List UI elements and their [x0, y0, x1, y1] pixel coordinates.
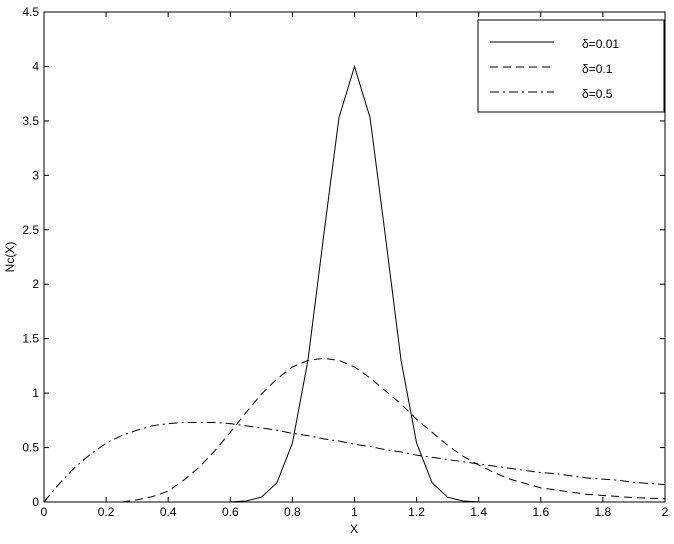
x-tick-label: 0.4 — [160, 505, 177, 519]
y-tick-label: 3 — [32, 168, 39, 182]
x-tick-label: 1.6 — [532, 505, 549, 519]
y-axis-label: Nc(X) — [3, 242, 17, 273]
x-tick-label: 0 — [41, 505, 48, 519]
x-axis-label: X — [350, 522, 358, 536]
x-tick-label: 0.6 — [222, 505, 239, 519]
line-series — [44, 357, 666, 503]
y-tick-label: 4 — [32, 59, 39, 73]
y-tick-label: 1.5 — [22, 332, 39, 346]
y-tick-label: 2 — [32, 277, 39, 291]
y-tick-label: 3.5 — [22, 114, 39, 128]
y-tick-label: 4.5 — [22, 5, 39, 19]
legend-label: δ=0.01 — [582, 37, 619, 51]
legend-box — [477, 19, 665, 113]
x-tick-label: 0.8 — [284, 505, 301, 519]
y-tick-label: 0 — [32, 495, 39, 509]
y-tick-label: 0.5 — [22, 441, 39, 455]
x-tick-label: 1.2 — [408, 505, 425, 519]
y-tick-label: 1 — [32, 386, 39, 400]
x-tick-label: 1 — [351, 505, 358, 519]
legend-label: δ=0.1 — [582, 62, 613, 76]
x-tick-label: 1.8 — [595, 505, 612, 519]
legend-label: δ=0.5 — [582, 87, 613, 101]
x-tick-label: 0.2 — [98, 505, 115, 519]
line-series — [44, 64, 665, 503]
x-tick-label: 1.4 — [470, 505, 487, 519]
x-tick-label: 2 — [662, 505, 669, 519]
line-series — [43, 422, 666, 503]
y-tick-label: 2.5 — [22, 223, 39, 237]
